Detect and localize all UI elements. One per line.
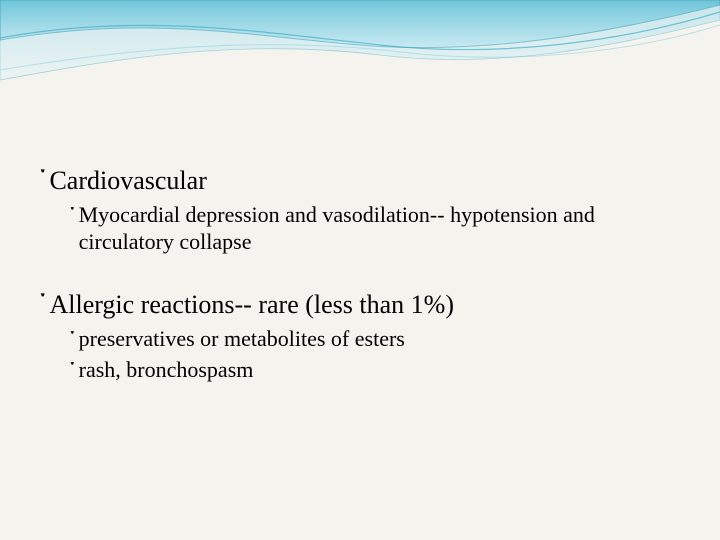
list-item-text: rash, bronchospasm <box>79 357 254 383</box>
bullet-glyph-icon: ༌ <box>70 202 75 227</box>
bullet-glyph-icon: ༌ <box>70 326 75 351</box>
bullet-glyph-icon: ༌ <box>40 165 45 194</box>
list-item-text: Allergic reactions-- rare (less than 1%) <box>49 289 454 320</box>
list-item: ༌ preservatives or metabolites of esters <box>70 326 680 352</box>
list-item-text: Cardiovascular <box>49 165 206 196</box>
bullet-glyph-icon: ༌ <box>70 357 75 382</box>
list-item-text: Myocardial depression and vasodilation--… <box>79 202 680 255</box>
decorative-wave-header <box>0 0 720 140</box>
wave-svg <box>0 0 720 140</box>
list-item: ༌ rash, bronchospasm <box>70 357 680 383</box>
list-item: ༌ Allergic reactions-- rare (less than 1… <box>40 289 680 320</box>
slide-content: ༌ Cardiovascular ༌ Myocardial depression… <box>40 165 680 387</box>
bullet-glyph-icon: ༌ <box>40 289 45 318</box>
list-item-text: preservatives or metabolites of esters <box>79 326 405 352</box>
list-item: ༌ Cardiovascular <box>40 165 680 196</box>
list-item: ༌ Myocardial depression and vasodilation… <box>70 202 680 255</box>
spacer <box>40 259 680 289</box>
